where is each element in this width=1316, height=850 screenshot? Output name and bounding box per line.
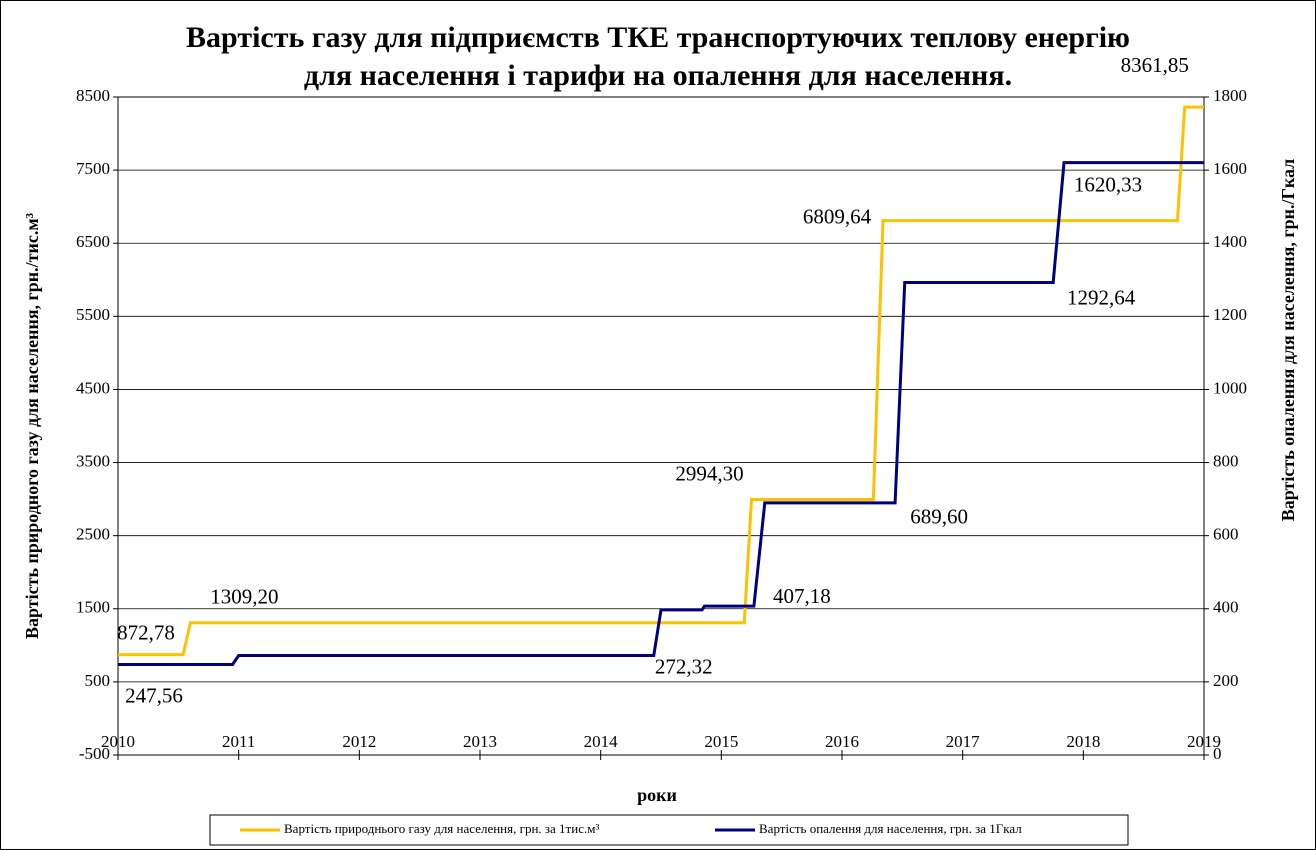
- y2-axis-title: Вартість опалення для населення, грн./Гк…: [1278, 159, 1298, 522]
- y-tick-label: 1500: [76, 598, 110, 617]
- y-tick-label: 6500: [76, 232, 110, 251]
- plot-area: [117, 96, 1205, 756]
- x-tick-label: 2016: [825, 732, 859, 751]
- data-label: 872,78: [117, 620, 175, 644]
- y2-tick-label: 1400: [1213, 232, 1247, 251]
- y-tick-label: -500: [79, 744, 110, 763]
- data-label: 272,32: [655, 654, 713, 678]
- y2-tick-label: 1800: [1213, 86, 1247, 105]
- x-tick-label: 2015: [704, 732, 738, 751]
- data-label: 6809,64: [803, 204, 872, 228]
- y-axis-title: Вартість природного газу для населення, …: [22, 212, 42, 639]
- x-tick-label: 2014: [584, 732, 619, 751]
- data-label: 1309,20: [210, 585, 278, 609]
- data-line: [118, 161, 1204, 667]
- x-tick-label: 2011: [222, 732, 255, 751]
- y2-tick-label: 1000: [1213, 378, 1247, 397]
- y2-tick-label: 1200: [1213, 305, 1247, 324]
- y-tick-label: 3500: [76, 451, 110, 470]
- data-label: 2994,30: [675, 461, 743, 485]
- y2-tick-label: 600: [1213, 525, 1239, 544]
- y2-tick-label: 200: [1213, 671, 1239, 690]
- x-tick-label: 2013: [463, 732, 497, 751]
- data-label: 1620,33: [1074, 172, 1142, 196]
- data-label: 407,18: [773, 584, 831, 608]
- chart-subtitle: для населення і тарифи на опалення для н…: [304, 59, 1012, 92]
- data-label: 247,56: [125, 683, 183, 707]
- y2-tick-label: 400: [1213, 598, 1239, 617]
- data-label: 1292,64: [1067, 285, 1136, 309]
- data-label: 689,60: [910, 505, 968, 529]
- y-tick-label: 2500: [76, 525, 110, 544]
- y-tick-label: 5500: [76, 305, 110, 324]
- y-tick-label: 500: [85, 671, 111, 690]
- y-tick-label: 8500: [76, 86, 110, 105]
- legend: [209, 814, 1129, 846]
- y2-tick-label: 0: [1213, 744, 1222, 763]
- y-tick-label: 4500: [76, 378, 110, 397]
- x-tick-label: 2018: [1066, 732, 1100, 751]
- y2-tick-label: 1600: [1213, 159, 1247, 178]
- x-tick-label: 2012: [342, 732, 376, 751]
- chart-title: Вартість газу для підприємств ТКЕ трансп…: [186, 21, 1130, 54]
- data-label: 8361,85: [1121, 53, 1189, 77]
- y-tick-label: 7500: [76, 159, 110, 178]
- y2-tick-label: 800: [1213, 451, 1239, 470]
- x-axis-title: роки: [637, 785, 677, 805]
- x-tick-label: 2017: [946, 732, 981, 751]
- legend-label: Вартість опалення для населення, грн. за…: [759, 821, 1022, 836]
- legend-label: Вартість природнього газу для населення,…: [284, 821, 599, 836]
